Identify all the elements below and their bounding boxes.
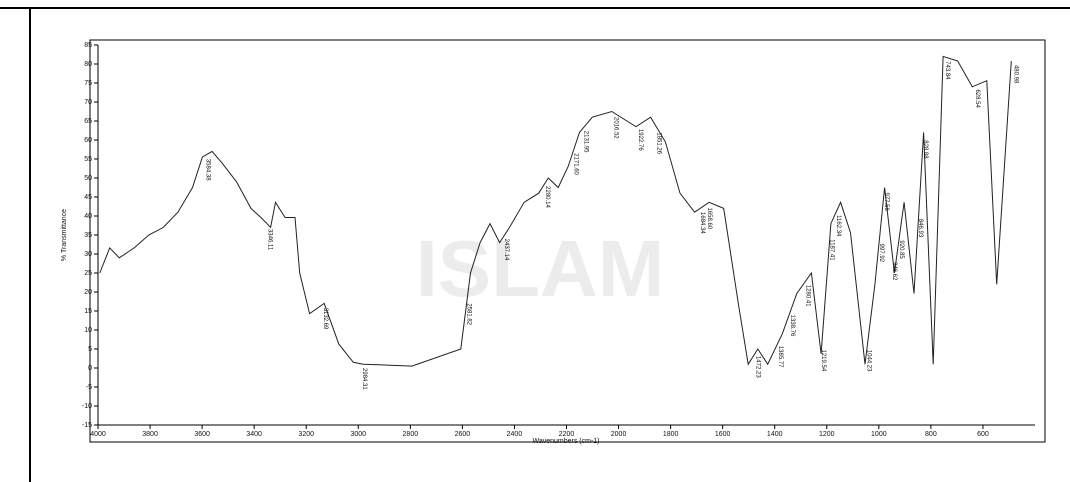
spectrum-line — [99, 55, 1012, 367]
peak-label: 1280.41 — [804, 285, 810, 307]
x-tick-label: 2600 — [455, 431, 471, 438]
x-tick-label: 3200 — [298, 431, 314, 438]
watermark: ISLAM — [416, 224, 665, 313]
peak-label: 846.93 — [917, 219, 923, 238]
peak-label: 480.98 — [1012, 65, 1018, 84]
y-tick-label: -5 — [86, 384, 92, 391]
peak-label: 1044.23 — [866, 350, 872, 372]
x-tick-label: 3600 — [194, 431, 210, 438]
peak-label: 1851.26 — [656, 132, 662, 154]
peak-label: 2984.31 — [361, 368, 367, 390]
y-tick-label: 10 — [84, 327, 92, 334]
peak-label: 3584.38 — [205, 159, 211, 181]
y-tick-label: 20 — [84, 289, 92, 296]
x-tick-label: 600 — [977, 431, 989, 438]
y-tick-label: 45 — [84, 194, 92, 201]
y-tick-label: 65 — [84, 118, 92, 125]
y-tick-label: 40 — [84, 213, 92, 220]
x-axis-label: Wavenumbers (cm-1) — [532, 438, 599, 445]
peak-label: 1472.23 — [754, 356, 760, 378]
peak-label: 1338.76 — [789, 315, 795, 337]
x-tick-label: 800 — [925, 431, 937, 438]
peak-label: 628.54 — [974, 89, 980, 108]
y-tick-label: 75 — [84, 80, 92, 87]
y-tick-label: 70 — [84, 99, 92, 106]
y-tick-label: 55 — [84, 156, 92, 163]
peak-label: 2131.95 — [583, 131, 589, 153]
x-tick-label: 2400 — [507, 431, 523, 438]
y-axis-label: % Transmittance — [61, 209, 68, 261]
peak-label: 1684.34 — [699, 212, 705, 234]
plot-frame — [89, 39, 1046, 443]
y-tick-label: 0 — [88, 365, 92, 372]
peak-label: 1162.34 — [835, 215, 841, 237]
peak-label: 2437.14 — [503, 239, 509, 261]
x-tick-label: 1400 — [767, 431, 783, 438]
x-tick-label: 3000 — [350, 431, 366, 438]
y-tick-label: -15 — [82, 422, 92, 429]
y-tick-label: 50 — [84, 175, 92, 182]
peak-label: 743.84 — [944, 61, 950, 80]
x-tick-label: 3400 — [246, 431, 262, 438]
x-tick-label: 2800 — [403, 431, 419, 438]
y-tick-label: 85 — [84, 42, 92, 49]
peak-label: 946.62 — [891, 262, 897, 281]
y-tick-label: -10 — [82, 403, 92, 410]
y-tick-label: 35 — [84, 232, 92, 239]
peak-label: 3346.11 — [267, 229, 273, 251]
peak-label: 977.56 — [883, 192, 889, 211]
x-tick-label: 2000 — [611, 431, 627, 438]
peak-label: 1922.76 — [637, 129, 643, 151]
x-tick-label: 1600 — [715, 431, 731, 438]
x-tick-label: 4000 — [90, 431, 106, 438]
y-tick-label: 80 — [84, 61, 92, 68]
x-tick-label: 2200 — [559, 431, 575, 438]
y-tick-label: 5 — [88, 346, 92, 353]
peak-label: 828.88 — [922, 140, 928, 159]
peak-label: 1658.60 — [706, 207, 712, 229]
x-tick-label: 1000 — [871, 431, 887, 438]
y-tick-label: 60 — [84, 137, 92, 144]
peak-label: 1385.77 — [777, 346, 783, 368]
x-tick-label: 1800 — [663, 431, 679, 438]
peak-label: 997.92 — [878, 244, 884, 263]
peak-label: 2016.52 — [613, 117, 619, 139]
peak-label: 1219.54 — [820, 350, 826, 372]
peak-label: 920.85 — [898, 240, 904, 259]
x-tick-label: 3800 — [142, 431, 158, 438]
y-tick-label: 15 — [84, 308, 92, 315]
peak-label: 2171.60 — [572, 153, 578, 175]
peak-label: 2280.14 — [544, 186, 550, 208]
peak-label: 3132.69 — [322, 308, 328, 330]
y-tick-label: 30 — [84, 251, 92, 258]
peak-label: 1187.41 — [828, 239, 834, 261]
peak-label: 2581.82 — [466, 303, 472, 325]
y-tick-label: 25 — [84, 270, 92, 277]
x-tick-label: 1200 — [819, 431, 835, 438]
